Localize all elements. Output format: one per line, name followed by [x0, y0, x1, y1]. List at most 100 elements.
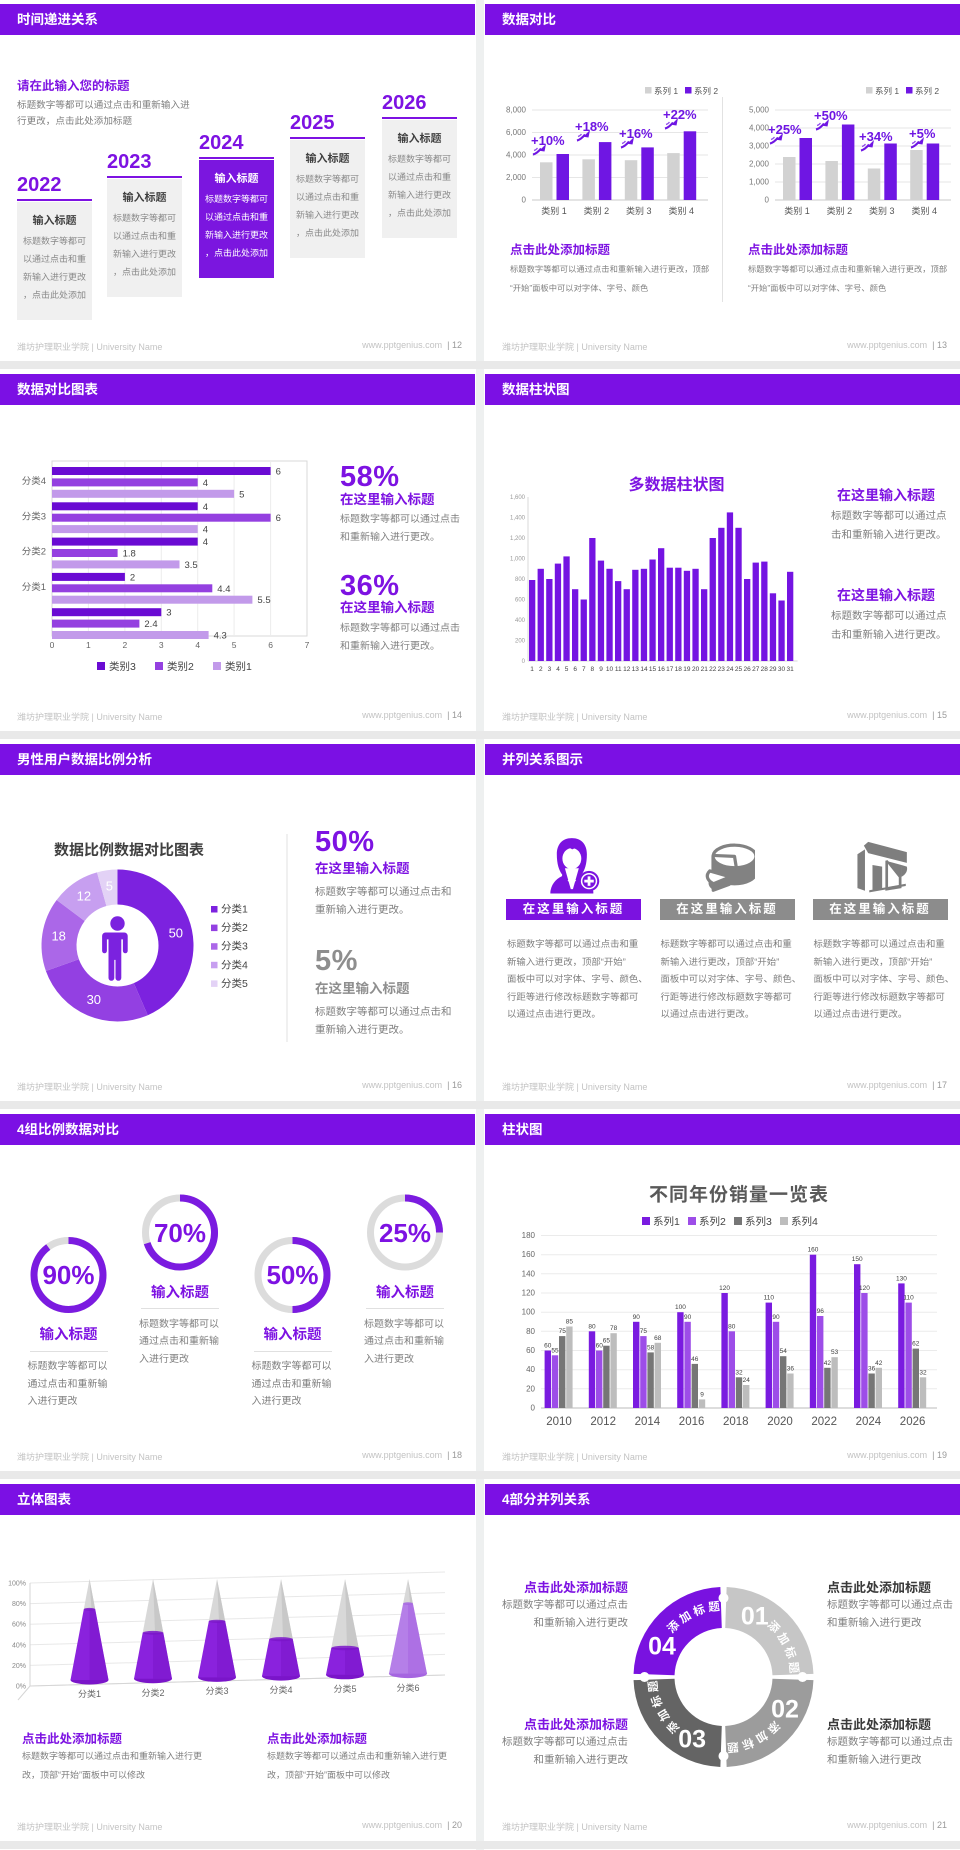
svg-text:分类2: 分类2 [22, 547, 46, 558]
svg-text:21: 21 [701, 666, 709, 673]
svg-text:5: 5 [106, 879, 113, 894]
svg-text:40%: 40% [12, 1642, 26, 1649]
svg-text:系列 2: 系列 2 [915, 86, 939, 96]
svg-text:53: 53 [831, 1349, 839, 1356]
svg-text:6: 6 [276, 513, 281, 524]
svg-text:4: 4 [203, 502, 208, 513]
svg-text:04: 04 [648, 1633, 676, 1661]
svg-text:15: 15 [649, 666, 657, 673]
svg-text:类别 3: 类别 3 [869, 206, 895, 216]
svg-text:19: 19 [683, 666, 691, 673]
svg-text:75: 75 [559, 1328, 567, 1335]
svg-text:150: 150 [852, 1256, 863, 1263]
svg-text:类别 2: 类别 2 [827, 206, 853, 216]
svg-text:分类4: 分类4 [22, 476, 46, 487]
svg-text:3,000: 3,000 [749, 142, 770, 151]
svg-text:100%: 100% [8, 1581, 26, 1588]
svg-text:5: 5 [232, 640, 237, 650]
svg-text:9: 9 [700, 1391, 704, 1398]
svg-text:32: 32 [735, 1369, 743, 1376]
svg-text:分类2: 分类2 [141, 1688, 164, 1698]
svg-text:2,000: 2,000 [506, 173, 527, 182]
svg-text:120: 120 [719, 1285, 730, 1292]
svg-text:96: 96 [817, 1308, 825, 1315]
svg-text:60%: 60% [12, 1622, 26, 1629]
svg-text:4,000: 4,000 [506, 151, 527, 160]
svg-text:5.5: 5.5 [257, 595, 270, 606]
svg-text:8: 8 [590, 666, 594, 673]
svg-text:分类5: 分类5 [221, 978, 248, 990]
svg-text:1,000: 1,000 [749, 178, 770, 187]
svg-text:系列4: 系列4 [791, 1216, 818, 1228]
svg-text:4: 4 [203, 537, 208, 548]
svg-text:7: 7 [305, 640, 310, 650]
svg-text:2012: 2012 [590, 1416, 616, 1428]
svg-text:类别 1: 类别 1 [784, 206, 810, 216]
svg-text:分类1: 分类1 [78, 1689, 101, 1699]
svg-text:01: 01 [741, 1603, 769, 1631]
svg-text:17: 17 [666, 666, 674, 673]
svg-text:75: 75 [640, 1328, 648, 1335]
svg-text:31: 31 [786, 666, 794, 673]
svg-text:32: 32 [919, 1369, 927, 1376]
svg-text:2: 2 [130, 572, 135, 583]
svg-text:类别2: 类别2 [167, 661, 194, 673]
svg-text:0: 0 [50, 640, 55, 650]
svg-text:1,600: 1,600 [510, 495, 526, 501]
svg-text:27: 27 [752, 666, 760, 673]
svg-text:2.4: 2.4 [144, 619, 157, 630]
svg-text:11: 11 [615, 666, 622, 673]
svg-text:2,000: 2,000 [749, 160, 770, 169]
svg-text:5: 5 [565, 666, 569, 673]
svg-text:类别 1: 类别 1 [541, 206, 567, 216]
svg-text:60: 60 [526, 1346, 535, 1355]
svg-text:8,000: 8,000 [506, 106, 527, 115]
svg-text:0%: 0% [16, 1684, 26, 1691]
svg-text:2026: 2026 [900, 1416, 926, 1428]
svg-text:160: 160 [808, 1247, 819, 1254]
svg-text:60: 60 [596, 1343, 604, 1350]
svg-text:7: 7 [582, 666, 586, 673]
svg-text:46: 46 [691, 1356, 699, 1363]
svg-text:2020: 2020 [767, 1416, 793, 1428]
svg-text:90: 90 [684, 1314, 692, 1321]
svg-text:62: 62 [912, 1341, 920, 1348]
svg-text:4,000: 4,000 [749, 124, 770, 133]
svg-text:60: 60 [544, 1343, 552, 1350]
svg-text:23: 23 [718, 666, 726, 673]
svg-text:80: 80 [526, 1327, 535, 1336]
svg-text:系列 2: 系列 2 [694, 86, 718, 96]
svg-text:30: 30 [778, 666, 786, 673]
svg-text:58: 58 [647, 1344, 655, 1351]
svg-text:系列 1: 系列 1 [654, 86, 678, 96]
svg-text:90: 90 [633, 1314, 641, 1321]
svg-text:10: 10 [606, 666, 614, 673]
svg-text:类别 4: 类别 4 [911, 206, 937, 216]
svg-text:110: 110 [903, 1295, 914, 1302]
svg-text:3: 3 [159, 640, 164, 650]
svg-text:12: 12 [623, 666, 631, 673]
svg-text:0: 0 [522, 196, 527, 205]
svg-text:类别 4: 类别 4 [668, 206, 694, 216]
svg-text:3: 3 [548, 666, 552, 673]
svg-text:类别1: 类别1 [225, 661, 252, 673]
svg-text:80: 80 [728, 1323, 736, 1330]
svg-text:2: 2 [123, 640, 128, 650]
svg-text:600: 600 [515, 598, 526, 604]
svg-text:分类3: 分类3 [205, 1686, 228, 1696]
svg-text:2016: 2016 [679, 1416, 705, 1428]
svg-text:18: 18 [51, 929, 65, 944]
svg-text:80%: 80% [12, 1601, 26, 1608]
svg-text:120: 120 [522, 1289, 536, 1298]
svg-text:分类4: 分类4 [269, 1685, 292, 1695]
svg-text:24: 24 [743, 1377, 751, 1384]
svg-text:1,200: 1,200 [510, 536, 526, 542]
svg-text:28: 28 [761, 666, 769, 673]
svg-text:1: 1 [530, 666, 534, 673]
svg-text:4: 4 [203, 525, 208, 536]
svg-text:800: 800 [515, 577, 526, 583]
svg-text:20: 20 [526, 1384, 535, 1393]
svg-text:4: 4 [556, 666, 560, 673]
svg-text:36: 36 [868, 1366, 876, 1373]
svg-text:50: 50 [169, 925, 183, 940]
